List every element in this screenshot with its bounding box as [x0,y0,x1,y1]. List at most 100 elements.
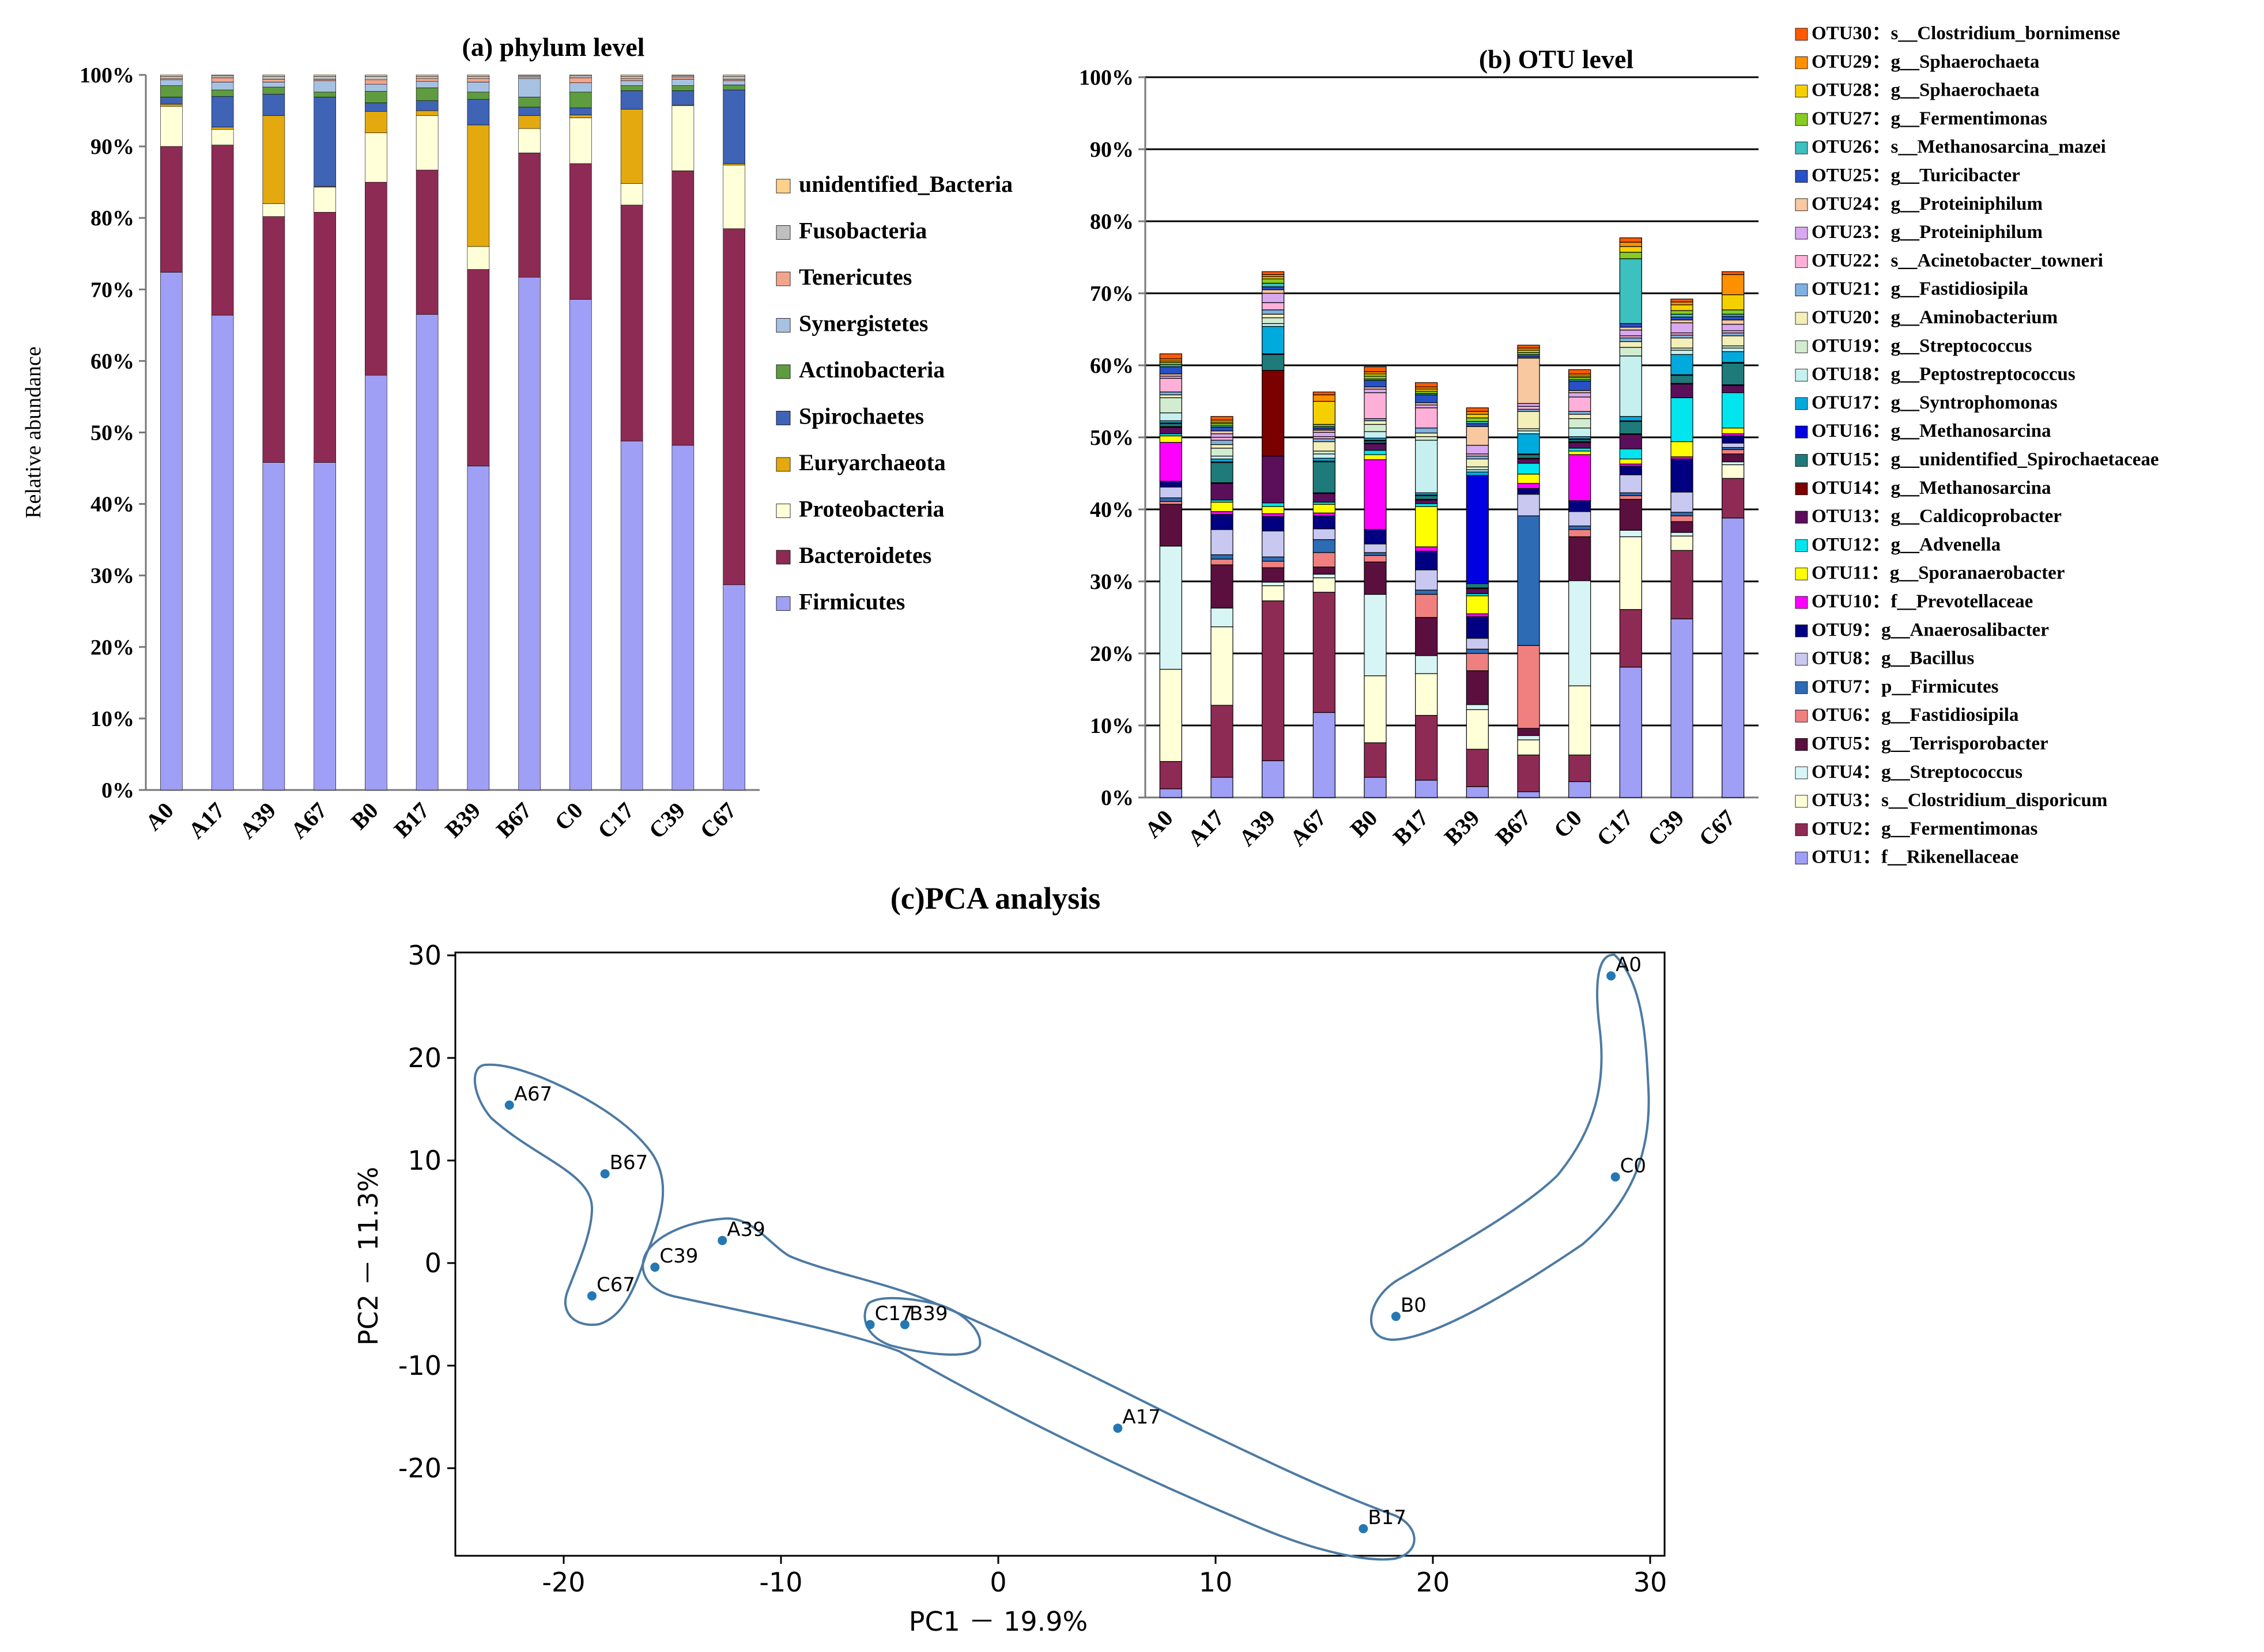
bar-segment [262,115,285,204]
bar-segment [569,299,592,791]
legend-label: OTU11：g__Sporanaerobacter [1812,563,2065,584]
bar-segment [518,152,541,278]
bar-segment [1262,313,1285,319]
bar-segment [1159,497,1182,502]
phylum-bar-chart: 0% 10% 20% 30% 40% 50% 60% 70% 80% 90% 100% A0 A17 A3… [21,32,1013,844]
bar-segment [1312,391,1335,395]
y-tick-label: 20% [90,636,134,660]
bar-segment [467,124,490,247]
bar-segment [467,466,490,791]
bar-segment [1722,449,1745,455]
x-tick-label: C0 [549,797,587,836]
x-tick-label: B39 [1439,805,1485,850]
y-tick-label: -20 [398,1453,442,1484]
bar-segment [1415,428,1438,434]
bar-segment [1466,595,1489,614]
bar-segment [671,90,695,105]
bar-segment [1210,444,1233,449]
bar-segment [1466,445,1489,455]
bar-segment [1364,420,1387,425]
bar-segment [1262,370,1285,457]
legend-swatch [1795,852,1808,865]
bar-segment [1415,432,1438,437]
bar-segment [671,445,695,791]
legend-label: OTU30：s__Clostridium_bornimense [1812,23,2120,44]
bar-segment [1568,418,1591,429]
bar-segment [1619,237,1642,243]
bar-segment [1466,417,1489,422]
bar-segment [1619,609,1642,668]
x-tick-label: -20 [542,1567,585,1598]
bar-segment [518,128,541,153]
bar-segment [467,92,490,100]
legend-swatch [1795,56,1808,69]
y-tick-label: 30 [407,940,442,971]
bar-segment [1466,709,1489,750]
bar-segment [1466,458,1489,467]
otu-bar-chart: 0% 10% 20% 30% 40% 50% 60% 70% 80% 90% 100% A0 A17 A3… [1079,23,2159,868]
bar-segment [1210,705,1233,778]
legend-swatch [1795,397,1808,410]
legend-swatch [1795,141,1808,154]
bar-segment [1210,529,1233,555]
bar-segment [1210,437,1233,441]
bar-segment [1262,502,1285,507]
bar-segment [1312,438,1335,443]
bar-segment [211,315,234,791]
bar-segment [416,78,439,82]
bar-segment [1670,550,1693,619]
pca-point [900,1320,910,1329]
bar-segment [1619,495,1642,500]
bar-segment [1466,426,1489,446]
bar-segment [1415,506,1438,547]
bar-segment [1517,458,1540,464]
bar-segment [1619,458,1642,464]
x-tick-label: A39 [1233,805,1280,852]
x-tick-label: B67 [491,797,537,843]
bar-segment [1262,289,1285,294]
legend-label: Fusobacteria [799,218,927,244]
bar-segment [314,80,336,93]
bar-segment [1262,506,1285,515]
bar-segment [723,165,745,229]
y-tick-label: 80% [1090,210,1134,234]
bar-segment [1466,411,1489,415]
bar-segment [1670,375,1693,384]
bar-segment [1262,271,1285,275]
bar-segment [365,182,387,376]
legend-swatch [1795,454,1808,467]
bar-segment [1722,453,1745,463]
bar-segment [518,77,541,79]
bar-segment [1364,443,1387,451]
bar-segment [1517,791,1540,798]
y-tick-label: 10% [90,707,134,731]
legend-label: OTU4：g__Streptococcus [1812,762,2022,782]
bar-segment [1670,350,1693,355]
legend-label: OTU9：g__Anaerosalibacter [1812,619,2049,640]
pca-point [587,1291,597,1301]
bar-segment [416,110,439,116]
bar-segment [467,74,490,77]
bar-segment [1364,431,1387,438]
bar-segment [365,133,387,183]
x-tick-label: A17 [183,797,230,844]
y-tick-label: 80% [90,206,134,230]
bar-segment [1262,455,1285,504]
y-tick-label: 60% [90,349,134,373]
bar-segment [671,105,695,171]
bar-segment [1517,483,1540,489]
pca-point-label: A17 [1122,1406,1161,1429]
bar-segment [1466,653,1489,671]
x-tick-label: C0 [1549,805,1587,843]
bar-segment [671,170,695,446]
bar-segment [1364,459,1387,530]
bar-segment [1466,423,1489,427]
bar-segment [365,84,387,92]
bar-segment [1415,382,1438,388]
legend-label: Actinobacteria [799,357,945,383]
bar-segment [723,85,745,90]
y-axis-label: Relative abundance [21,346,46,519]
bar-segment [1159,435,1182,443]
bar-segment [1722,435,1745,444]
